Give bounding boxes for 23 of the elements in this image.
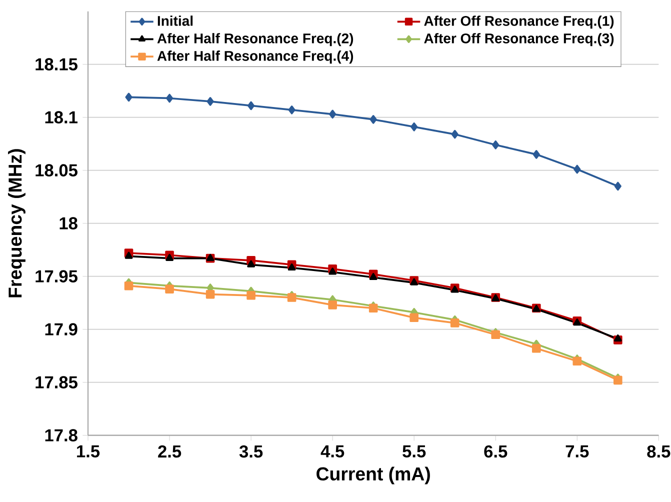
legend-label: After Off Resonance Freq.(1)	[424, 16, 614, 29]
y-tick-label: 17.9	[45, 323, 78, 336]
y-axis-title: Frequency (MHz)	[8, 149, 26, 298]
y-tick-label: 17.85	[36, 376, 78, 388]
y-tick-label: 18.15	[36, 58, 78, 70]
y-tick-label: 17.8	[45, 429, 78, 442]
legend-label: After Half Resonance Freq.(4)	[157, 50, 354, 64]
x-tick-label: 6.5	[484, 445, 508, 458]
y-tick-label: 17.95	[36, 270, 78, 282]
y-tick-label: 18.05	[36, 164, 78, 176]
x-tick-label: 8.5	[647, 445, 670, 458]
x-axis-title: Current (mA)	[316, 466, 430, 484]
x-tick-label: 5.5	[402, 445, 426, 458]
legend-label: After Off Resonance Freq.(3)	[424, 33, 614, 46]
x-tick-label: 4.5	[320, 445, 344, 458]
x-tick-label: 1.5	[77, 445, 100, 458]
x-tick-label: 7.5	[566, 445, 589, 458]
y-tick-label: 18.1	[45, 111, 78, 124]
x-tick-label: 3.5	[239, 445, 263, 458]
x-tick-label: 2.5	[158, 445, 182, 458]
legend-label: Initial	[158, 16, 193, 26]
legend-label: After Half Resonance Freq.(2)	[157, 33, 354, 46]
y-tick-label: 18	[60, 217, 78, 230]
